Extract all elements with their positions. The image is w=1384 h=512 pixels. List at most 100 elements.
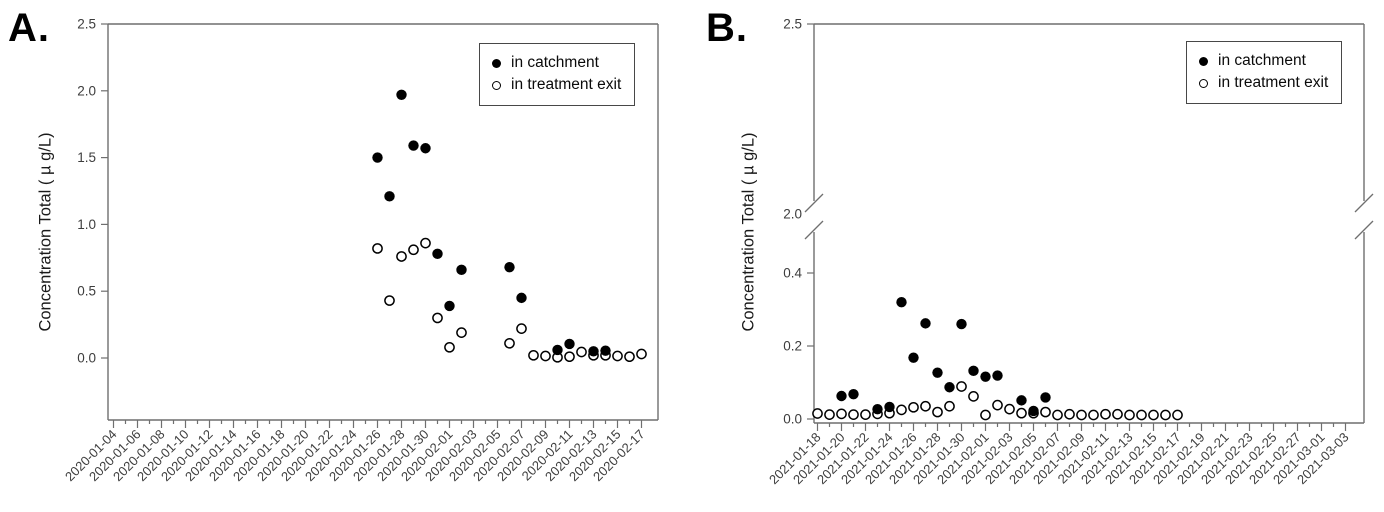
data-point-filled: [384, 191, 395, 202]
panel-a-legend: in catchment in treatment exit: [479, 43, 636, 106]
y-axis: 0.0 0.5 1.0 1.5 2.0 2.5: [77, 17, 108, 366]
panel-b-plot-area: 2021-01-182021-01-202021-01-222021-01-24…: [766, 17, 1374, 487]
data-point-filled: [980, 371, 991, 382]
data-point-filled: [396, 89, 407, 101]
data-point-open: [1076, 409, 1087, 421]
data-point-filled: [968, 365, 979, 377]
panel-a-plot-area: 2020-01-042020-01-062020-01-082020-01-10…: [62, 17, 659, 484]
data-point-open: [1040, 406, 1051, 418]
y-tick-label: 1.5: [77, 150, 96, 165]
data-point-filled: [420, 143, 431, 154]
legend-row: in catchment: [1199, 50, 1328, 72]
data-point-open: [1004, 403, 1015, 415]
data-point-open: [564, 351, 575, 363]
data-point-open: [504, 337, 515, 349]
data-point-open: [956, 381, 967, 392]
data-point-open: [396, 251, 407, 262]
filled-circle-icon: [492, 58, 501, 68]
data-point-open: [1052, 409, 1063, 421]
legend-in-treatment-exit-label: in treatment exit: [511, 76, 622, 94]
data-point-open: [1064, 408, 1075, 420]
series-in-catchment: [372, 89, 611, 357]
data-point-open: [540, 350, 551, 362]
plot-frame: [804, 23, 1374, 424]
open-circle-icon: [1199, 79, 1208, 89]
data-point-open: [1088, 409, 1099, 421]
filled-circle-icon: [1199, 56, 1208, 66]
data-point-filled: [848, 388, 859, 400]
data-point-open: [1160, 409, 1171, 421]
legend-row: in catchment: [492, 52, 621, 74]
data-point-open: [980, 409, 991, 421]
y-tick-label: 0.0: [783, 412, 802, 427]
panel-b-legend: in catchment in treatment exit: [1186, 41, 1343, 104]
data-point-open: [636, 348, 647, 360]
data-point-filled: [504, 261, 515, 273]
data-point-open: [408, 244, 419, 256]
data-point-open: [456, 327, 467, 338]
x-axis: 2020-01-042020-01-062020-01-082020-01-10…: [62, 420, 648, 484]
y-tick-label: 0.2: [783, 339, 802, 354]
y-axis: 0.0 0.2 0.4 2.0 2.5: [783, 17, 814, 427]
data-point-filled: [1016, 395, 1027, 406]
data-point-open: [624, 351, 635, 363]
data-point-open: [1112, 408, 1123, 420]
data-point-open: [576, 346, 587, 358]
data-point-filled: [552, 344, 563, 356]
panel-a-letter: A.: [8, 6, 50, 50]
legend-in-treatment-exit-label: in treatment exit: [1218, 74, 1329, 92]
data-point-open: [1016, 407, 1027, 419]
legend-row: in treatment exit: [492, 74, 621, 96]
data-point-open: [944, 400, 955, 412]
data-point-filled: [456, 264, 467, 276]
data-point-open: [444, 341, 455, 353]
data-point-filled: [896, 297, 907, 308]
data-point-open: [384, 295, 395, 306]
data-point-filled: [884, 401, 895, 413]
data-point-open: [612, 350, 623, 362]
y-tick-label: 1.0: [77, 217, 96, 232]
series-in-treatment-exit: [812, 381, 1183, 421]
data-point-open: [968, 391, 979, 402]
y-tick-label: 2.0: [783, 207, 802, 222]
data-point-filled: [600, 345, 611, 356]
data-point-open: [372, 243, 383, 254]
data-point-open: [1136, 409, 1147, 421]
data-point-filled: [516, 292, 527, 304]
data-point-open: [992, 399, 1003, 411]
data-point-filled: [872, 403, 883, 415]
data-point-open: [1124, 409, 1135, 421]
data-point-open: [920, 400, 931, 412]
data-point-filled: [956, 318, 967, 330]
y-tick-label: 2.0: [77, 83, 96, 98]
data-point-filled: [372, 152, 383, 163]
data-point-filled: [564, 338, 575, 350]
series-in-catchment: [836, 297, 1051, 417]
data-point-open: [1172, 409, 1183, 421]
data-point-open: [432, 312, 443, 324]
data-point-filled: [408, 140, 419, 151]
data-point-open: [516, 323, 527, 334]
y-tick-label: 0.0: [77, 351, 96, 366]
legend-in-catchment-label: in catchment: [511, 54, 599, 71]
y-tick-label: 0.4: [783, 266, 802, 281]
panel-b-letter: B.: [706, 6, 748, 50]
data-point-open: [836, 408, 847, 420]
data-point-filled: [444, 300, 455, 312]
panel-b: B. Concentration Total ( µ g/L) 2021-01-…: [692, 0, 1384, 512]
data-point-filled: [920, 318, 931, 329]
data-point-filled: [944, 382, 955, 393]
data-point-open: [896, 404, 907, 416]
data-point-open: [420, 237, 431, 249]
data-point-open: [932, 406, 943, 418]
data-point-filled: [1028, 405, 1039, 417]
panel-a: A. Concentration Total ( µ g/L) 2020-01-…: [8, 6, 659, 484]
data-point-open: [824, 409, 835, 420]
data-point-open: [908, 401, 919, 413]
data-point-open: [812, 408, 823, 419]
legend-in-catchment-label: in catchment: [1218, 52, 1306, 69]
open-circle-icon: [492, 81, 501, 91]
data-point-open: [1148, 409, 1159, 421]
data-point-open: [1100, 408, 1111, 420]
